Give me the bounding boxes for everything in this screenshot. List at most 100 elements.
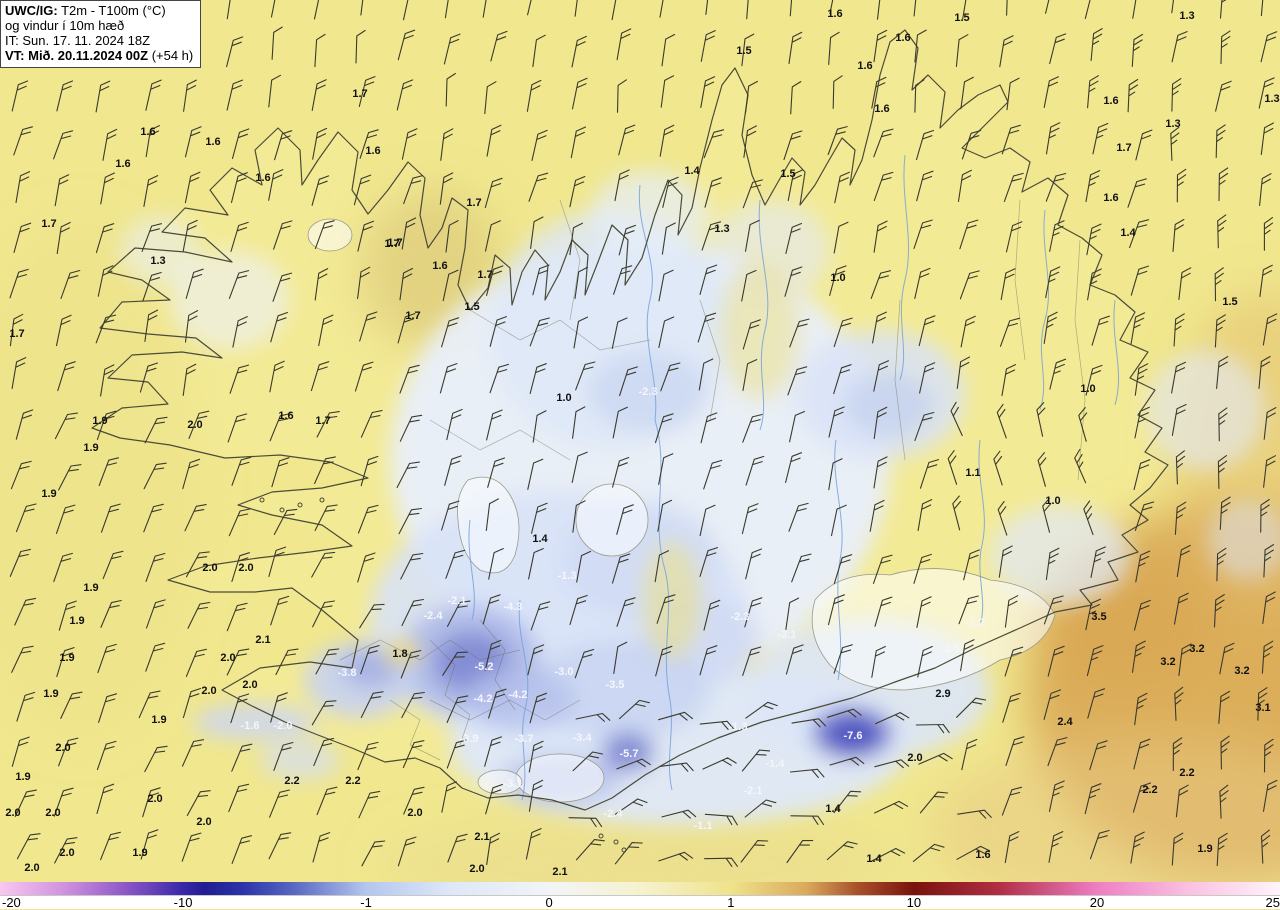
temperature-label: 2.0 <box>242 679 257 691</box>
temperature-label: 1.5 <box>780 168 795 180</box>
wind-barb <box>57 361 76 392</box>
glacier-hofsjokull <box>575 483 649 557</box>
wind-barb <box>314 456 336 485</box>
wind-barb <box>744 219 760 252</box>
wind-barb <box>872 311 887 344</box>
wind-barb <box>1048 831 1064 863</box>
temperature-label: -2.3 <box>731 611 750 623</box>
wind-barb <box>699 264 718 296</box>
wind-barb <box>313 737 335 767</box>
wind-barb <box>568 817 603 828</box>
wind-barb <box>789 768 825 779</box>
wind-barb <box>654 413 674 444</box>
wind-barb <box>1002 692 1021 723</box>
wind-barb <box>138 690 161 719</box>
wind-barb <box>1130 831 1145 864</box>
wind-barb <box>785 452 803 484</box>
wind-barb <box>529 317 550 347</box>
legend-valid-time: VT: Mið. 20.11.2024 00Z <box>5 48 149 63</box>
colorbar-gradient <box>0 882 1280 895</box>
wind-barb <box>1134 363 1149 396</box>
wind-barb <box>1213 594 1225 628</box>
temperature-label: 2.0 <box>59 847 74 859</box>
wind-barb <box>58 464 82 491</box>
wind-barb <box>441 500 460 531</box>
temperature-label: 1.6 <box>115 158 130 170</box>
wind-barb <box>703 459 723 490</box>
wind-barb <box>833 317 853 348</box>
temperature-label: 1.4 <box>532 533 548 545</box>
wind-barb <box>530 216 544 249</box>
wind-barb <box>1134 406 1150 439</box>
temperature-label: -3.7 <box>515 733 534 745</box>
wind-barb <box>661 33 676 67</box>
wind-barb <box>360 691 384 719</box>
wind-barb <box>270 311 289 343</box>
wind-barb <box>1045 547 1060 581</box>
wind-barb <box>916 170 934 202</box>
wind-barb <box>743 125 757 158</box>
wind-barb <box>56 647 75 678</box>
wind-barb <box>359 311 378 342</box>
wind-barb <box>919 791 949 814</box>
wind-barb <box>401 128 418 160</box>
colorbar-tick-label: -20 <box>2 895 21 910</box>
wind-barb <box>142 271 162 302</box>
wind-barb <box>785 597 800 630</box>
wind-barb <box>1085 170 1101 203</box>
legend-product-id: UWC/IG: <box>5 3 58 18</box>
wind-barb <box>273 508 298 536</box>
wind-barb <box>618 699 650 720</box>
wind-barb <box>1173 313 1185 347</box>
wind-barb <box>268 832 292 860</box>
temperature-label: 3.1 <box>1255 702 1270 714</box>
temperature-label: -3.1 <box>504 778 523 790</box>
temperature-label: 1.4 <box>1120 227 1136 239</box>
wind-barb <box>999 317 1020 347</box>
wind-barb <box>489 363 510 394</box>
wind-barb <box>1087 268 1102 301</box>
wind-barb <box>268 74 282 108</box>
wind-barb <box>915 723 950 734</box>
wind-barb <box>914 79 925 113</box>
wind-barb <box>446 408 463 441</box>
wind-barb <box>947 450 958 485</box>
wind-barb <box>269 360 285 393</box>
temperature-label: 2.1 <box>474 831 489 843</box>
glacier-eyjafjallajokull <box>477 769 523 795</box>
wind-barb <box>1260 0 1264 17</box>
wind-barb <box>915 129 935 161</box>
wind-barb <box>441 781 457 813</box>
wind-barb <box>659 762 694 772</box>
wind-barb <box>1049 220 1065 252</box>
temperature-label: 3.2 <box>1234 665 1249 677</box>
wind-barb <box>612 406 628 439</box>
wind-barb <box>141 223 162 252</box>
wind-barb <box>1133 459 1151 491</box>
temperature-label: -1.3 <box>558 570 577 582</box>
wind-barb <box>697 312 717 343</box>
wind-barb <box>228 508 251 537</box>
temperature-label: 1.4 <box>866 853 882 865</box>
wind-barb <box>482 0 487 18</box>
wind-barb <box>1001 124 1021 155</box>
wind-barb <box>741 749 771 772</box>
temperature-label: 1.6 <box>874 103 889 115</box>
glacier-myrdalsjokull <box>515 753 605 803</box>
colorbar-tick-label: 1 <box>727 895 735 910</box>
wind-barb <box>361 840 386 867</box>
temperature-label: 1.3 <box>150 255 165 267</box>
wind-barb <box>1036 402 1046 437</box>
wind-barb <box>874 759 910 769</box>
wind-barb <box>740 840 769 863</box>
wind-barb <box>1086 645 1104 677</box>
wind-barb <box>447 833 468 863</box>
wind-barb <box>745 701 778 719</box>
wind-barb <box>618 224 637 256</box>
wind-barb <box>832 75 843 109</box>
wind-barb <box>869 499 885 532</box>
wind-barb <box>353 174 372 206</box>
temperature-label: 2.0 <box>201 685 216 697</box>
legend-line-3: IT: Sun. 17. 11. 2024 18Z <box>5 33 151 48</box>
interior-boundaries <box>339 199 1086 761</box>
